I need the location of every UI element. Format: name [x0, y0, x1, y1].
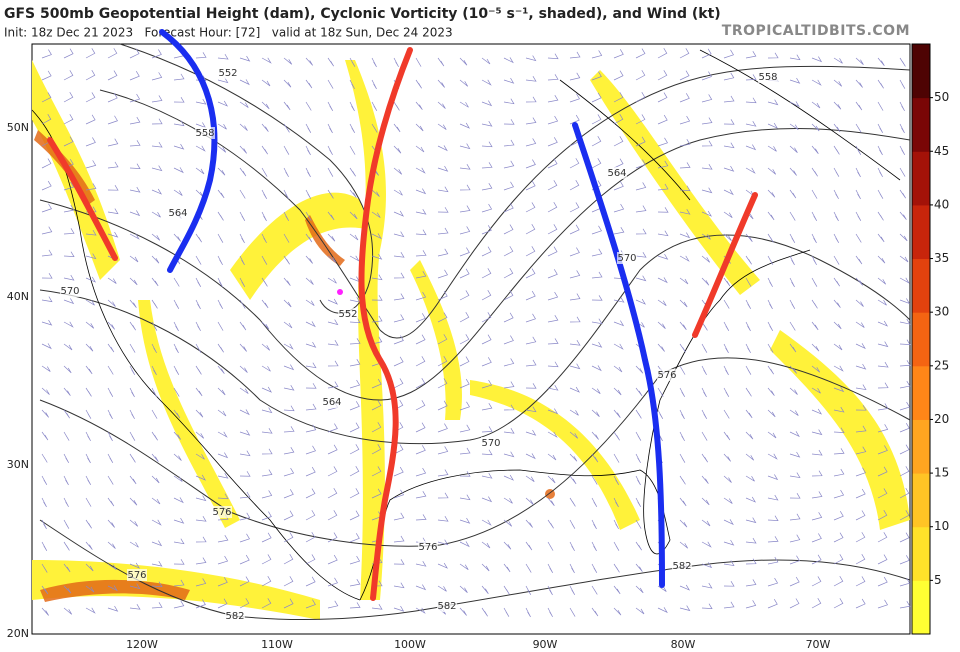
contour-label: 576	[212, 507, 231, 518]
lat-label: 40N	[7, 290, 29, 303]
colorbar-segment	[912, 204, 930, 260]
colorbar-segment	[912, 526, 930, 581]
lat-label: 50N	[7, 121, 29, 134]
title: GFS 500mb Geopotential Height (dam), Cyc…	[4, 6, 721, 22]
colorbar-label: 50	[934, 90, 949, 104]
marker-dot	[337, 289, 343, 295]
contour-label: 552	[218, 68, 237, 79]
contour-label-bg	[657, 369, 677, 381]
contour-label: 564	[322, 397, 341, 408]
colorbar-label: 15	[934, 466, 949, 480]
colorbar-segment	[912, 258, 930, 313]
contour-label: 558	[758, 72, 777, 83]
contour-label-bg	[607, 167, 627, 179]
contour-label-bg	[758, 71, 778, 83]
colorbar-segment	[912, 97, 930, 152]
contour-label-bg	[218, 67, 238, 79]
lon-label: 120W	[126, 638, 158, 651]
colorbar-label: 25	[934, 358, 949, 372]
colorbar-segment	[912, 580, 930, 635]
contour-label: 576	[657, 370, 676, 381]
colorbar-frame	[911, 43, 931, 635]
colorbar-label: 5	[934, 573, 942, 587]
colorbar-segment	[912, 151, 930, 206]
contour-label-bg	[225, 610, 245, 622]
site-name: TROPICALTIDBITS.COM	[722, 23, 910, 39]
lon-label: 80W	[671, 638, 696, 651]
contour-label: 576	[127, 570, 146, 581]
colorbar-label: 10	[934, 519, 949, 533]
contour-label-bg	[195, 127, 215, 139]
contour-label-bg	[212, 506, 232, 518]
contour-label-bg	[437, 600, 457, 612]
contour-label: 552	[338, 309, 357, 320]
colorbar-segment	[912, 473, 930, 528]
contour-label-bg	[481, 437, 501, 449]
colorbar-label: 20	[934, 412, 949, 426]
contour-label: 564	[607, 168, 626, 179]
lon-label: 110W	[261, 638, 293, 651]
subtitle: Init: 18z Dec 21 2023 Forecast Hour: [72…	[4, 26, 453, 40]
contour-label-bg	[322, 396, 342, 408]
lat-label: 30N	[7, 458, 29, 471]
contour-label: 582	[672, 561, 691, 572]
colorbar: 5 10 15 20 25 30 35 40 45 50	[911, 43, 949, 635]
contour-label: 570	[617, 253, 636, 264]
colorbar-label: 40	[934, 197, 949, 211]
lon-label: 100W	[394, 638, 426, 651]
colorbar-segment	[912, 312, 930, 367]
contour-label: 582	[225, 611, 244, 622]
contour-label-bg	[617, 252, 637, 264]
contour-label-bg	[127, 569, 147, 581]
contour-label: 570	[481, 438, 500, 449]
contour-label: 564	[168, 208, 187, 219]
lon-label: 90W	[533, 638, 558, 651]
lat-label: 20N	[7, 627, 29, 640]
colorbar-label: 35	[934, 251, 949, 265]
contour-label-bg	[60, 285, 80, 297]
colorbar-segment	[912, 44, 930, 99]
contour-label: 582	[437, 601, 456, 612]
contour-label-bg	[672, 560, 692, 572]
colorbar-segment	[912, 365, 930, 420]
analysis-lines	[47, 29, 758, 601]
colorbar-label: 30	[934, 305, 949, 319]
contour-label-bg	[338, 308, 358, 320]
contour-label: 576	[418, 542, 437, 553]
contour-label-bg	[168, 207, 188, 219]
contour-label-bg	[418, 541, 438, 553]
lon-label: 70W	[806, 638, 831, 651]
colorbar-segment	[912, 419, 930, 474]
contour-label: 558	[195, 128, 214, 139]
contour-label: 570	[60, 286, 79, 297]
colorbar-label: 45	[934, 144, 949, 158]
